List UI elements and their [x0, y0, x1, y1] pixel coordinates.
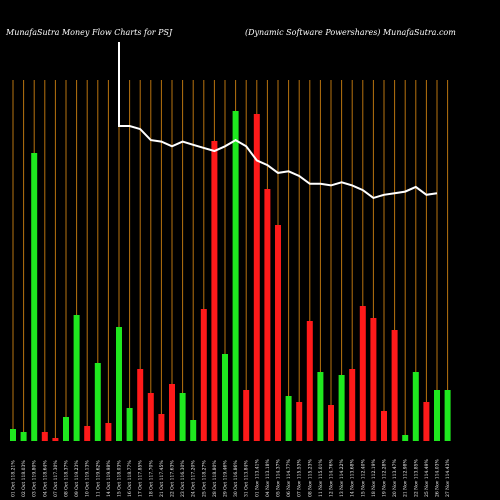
volume-bar [105, 423, 112, 441]
x-tick-label: 20 Nov 113.47% [392, 458, 398, 497]
x-tick-label: 15 Oct 118.03% [117, 460, 123, 497]
x-tick-label: 29 Oct 119.46% [223, 460, 229, 497]
volume-bar [41, 432, 48, 441]
volume-bar [381, 411, 387, 441]
volume-bar [434, 390, 440, 441]
price-line [118, 42, 438, 199]
volume-bar [359, 306, 366, 441]
x-tick-label: 18 Nov 112.19% [371, 458, 377, 497]
volume-bar [275, 225, 281, 441]
volume-bar [179, 393, 186, 441]
x-tick-label: 23 Oct 116.30% [180, 460, 186, 497]
volume-bar [126, 408, 133, 441]
volume-bar [264, 189, 271, 441]
x-tick-label: 14 Nov 113.68% [350, 458, 356, 497]
x-tick-label: 25 Nov 114.49% [424, 458, 430, 497]
x-tick-label: 11 Oct 119.62% [95, 460, 101, 497]
x-tick-label: 22 Nov 113.85% [413, 458, 419, 497]
x-tick-label: 27 Nov 114.43% [445, 458, 451, 497]
x-tick-label: 06 Nov 114.77% [286, 458, 292, 497]
volume-bar [391, 330, 398, 441]
x-tick-labels: 01 Oct 118.21% 02 Oct 118.03% 03 Oct 119.8… [11, 458, 452, 497]
x-tick-label: 24 Oct 117.20% [191, 460, 197, 497]
volume-bar [84, 426, 91, 441]
volume-bar [94, 363, 101, 441]
volume-bar [444, 390, 451, 441]
x-tick-label: 02 Oct 118.03% [21, 460, 27, 497]
volume-bar [52, 438, 59, 441]
volume-bar [190, 420, 197, 441]
x-tick-label: 18 Oct 117.70% [148, 460, 154, 497]
volume-bar [211, 141, 218, 441]
volume-bar [222, 354, 228, 441]
volume-bar [370, 318, 377, 441]
x-tick-label: 21 Nov 112.98% [403, 458, 409, 497]
volume-bar [137, 369, 144, 441]
x-tick-label: 03 Oct 119.80% [32, 460, 38, 497]
volume-bar [349, 369, 356, 441]
x-tick-label: 22 Oct 117.63% [170, 460, 176, 497]
x-tick-label: 07 Oct 117.30% [53, 460, 59, 497]
x-tick-label: 01 Oct 118.21% [11, 460, 17, 497]
x-tick-label: 09 Oct 119.23% [74, 460, 80, 497]
x-tick-label: 14 Oct 119.98% [106, 460, 112, 497]
x-tick-label: 11 Nov 115.01% [318, 458, 324, 497]
chart-title: MunafaSutra Money Flow Charts for PSJ [5, 28, 173, 37]
volume-bar [412, 372, 419, 441]
x-tick-label: 28 Oct 118.80% [212, 460, 218, 497]
volume-bar [31, 153, 38, 441]
volume-bar [147, 393, 154, 441]
volume-bars [10, 111, 451, 441]
volume-bar [285, 396, 292, 441]
volume-bar [20, 432, 27, 441]
volume-bar [200, 309, 207, 441]
volume-bar [296, 402, 303, 441]
x-tick-label: 10 Oct 119.13% [85, 460, 91, 497]
volume-bar [243, 390, 250, 441]
volume-bar [116, 327, 122, 441]
x-tick-label: 21 Oct 117.45% [159, 460, 165, 497]
x-tick-label: 01 Nov 113.41% [254, 458, 260, 497]
x-tick-label: 19 Nov 112.28% [382, 458, 388, 497]
chart-subtitle: (Dynamic Software Powershares) MunafaSut… [245, 28, 456, 37]
x-tick-label: 12 Nov 114.76% [329, 458, 335, 497]
volume-bar [73, 315, 80, 441]
volume-bar [423, 402, 430, 441]
x-tick-label: 04 Nov 113.18% [265, 458, 271, 497]
volume-bar [306, 321, 313, 441]
x-tick-label: 07 Nov 115.53% [297, 458, 303, 497]
volume-bar [63, 417, 69, 441]
x-tick-label: 15 Nov 112.40% [360, 458, 366, 497]
volume-bar [328, 405, 334, 441]
x-tick-label: 31 Oct 113.84% [244, 460, 250, 497]
volume-bar [402, 435, 409, 441]
x-tick-label: 25 Oct 118.27% [201, 460, 207, 497]
x-tick-label: 30 Oct 116.86% [233, 460, 239, 497]
volume-bar [253, 114, 260, 441]
volume-bar [158, 414, 165, 441]
volume-bar [317, 372, 324, 441]
x-tick-label: 26 Nov 114.03% [435, 458, 441, 497]
x-tick-label: 04 Oct 118.64% [42, 460, 48, 497]
x-tick-label: 17 Oct 117.85% [138, 460, 144, 497]
x-tick-label: 08 Nov 115.23% [307, 458, 313, 497]
x-tick-label: 16 Oct 118.77% [127, 460, 133, 497]
volume-bar [232, 111, 239, 441]
x-tick-label: 13 Nov 114.22% [339, 458, 345, 497]
x-tick-label: 08 Oct 118.37% [64, 460, 70, 497]
x-tick-label: 05 Nov 114.37% [276, 458, 282, 497]
volume-bar [10, 429, 16, 441]
volume-bar [169, 384, 175, 441]
volume-bar [338, 375, 345, 441]
